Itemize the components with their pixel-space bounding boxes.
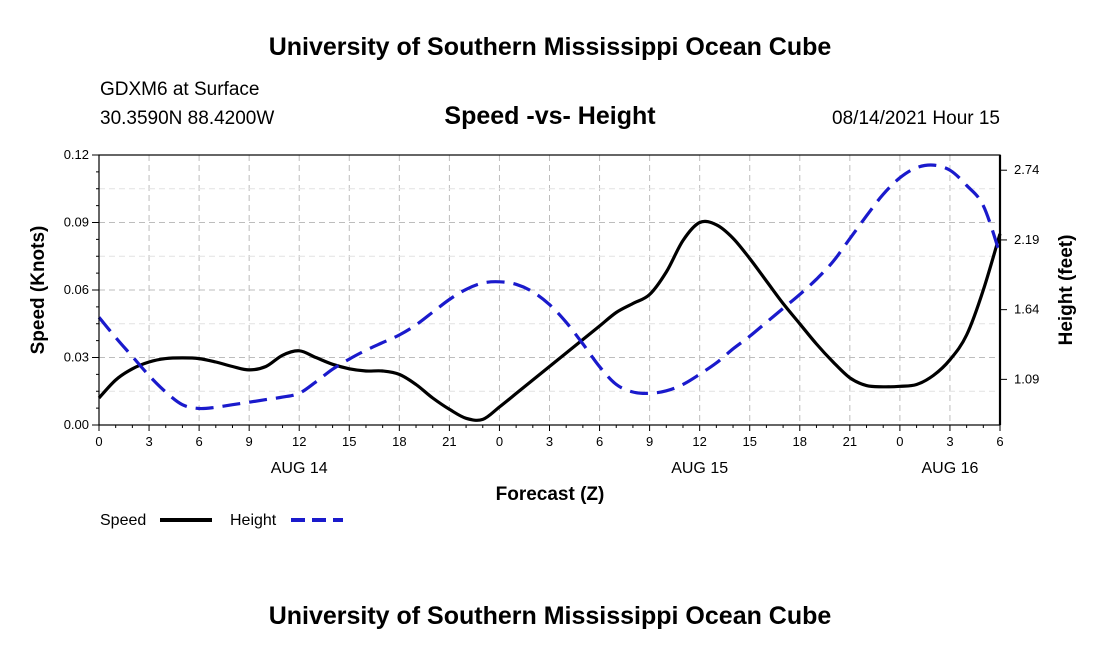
x-axis-label: Forecast (Z) [496, 484, 605, 505]
x-tick-label: 3 [946, 434, 953, 449]
x-tick-label: 0 [95, 434, 102, 449]
x-tick-label: 21 [843, 434, 857, 449]
x-tick-label: 6 [996, 434, 1003, 449]
y-tick-label: 0.03 [64, 350, 89, 365]
y-tick-label: 0.06 [64, 282, 89, 297]
y-tick-label: 0.12 [64, 147, 89, 162]
station-label: GDXM6 at Surface [100, 79, 259, 100]
x-tick-label: 12 [692, 434, 706, 449]
date-label: AUG 15 [671, 460, 728, 477]
x-tick-label: 6 [596, 434, 603, 449]
series-line-height [97, 163, 1002, 411]
y2-tick-label: 2.74 [1014, 162, 1039, 177]
coords-label: 30.3590N 88.4200W [100, 108, 274, 129]
legend-label-height: Height [230, 512, 277, 529]
x-tick-label: 15 [342, 434, 356, 449]
y2-tick-label: 1.09 [1014, 371, 1039, 386]
x-tick-label: 9 [246, 434, 253, 449]
x-tick-label: 15 [742, 434, 756, 449]
x-tick-label: 3 [145, 434, 152, 449]
y2-axis-label: Height (feet) [1056, 235, 1077, 346]
y-axis-label: Speed (Knots) [28, 226, 49, 355]
x-tick-label: 21 [442, 434, 456, 449]
x-tick-label: 18 [793, 434, 807, 449]
x-tick-label: 9 [646, 434, 653, 449]
x-tick-label: 3 [546, 434, 553, 449]
page-title-top: University of Southern Mississippi Ocean… [269, 33, 832, 61]
series-line-speed [97, 219, 1002, 422]
grid-lines [99, 155, 1000, 425]
y2-tick-label: 1.64 [1014, 302, 1039, 317]
page-title-bottom: University of Southern Mississippi Ocean… [269, 602, 832, 630]
x-tick-label: 12 [292, 434, 306, 449]
y-tick-label: 0.09 [64, 215, 89, 230]
date-label: AUG 16 [921, 460, 978, 477]
x-tick-label: 0 [496, 434, 503, 449]
timestamp-label: 08/14/2021 Hour 15 [832, 108, 1000, 129]
x-tick-label: 6 [195, 434, 202, 449]
legend-label-speed: Speed [100, 512, 146, 529]
y-tick-label: 0.00 [64, 417, 89, 432]
axis-ticks: 0 3 6 9 12 15 18 21 0 3 6 9 12 15 18 21 0 3 6 AUG 14 AUG 15 A… [64, 147, 1040, 477]
date-label: AUG 14 [271, 460, 328, 477]
y2-tick-label: 2.19 [1014, 232, 1039, 247]
x-tick-label: 18 [392, 434, 406, 449]
legend: Speed Height [100, 512, 343, 529]
chart-title: Speed -vs- Height [444, 102, 656, 130]
x-tick-label: 0 [896, 434, 903, 449]
series-group [97, 163, 1002, 422]
